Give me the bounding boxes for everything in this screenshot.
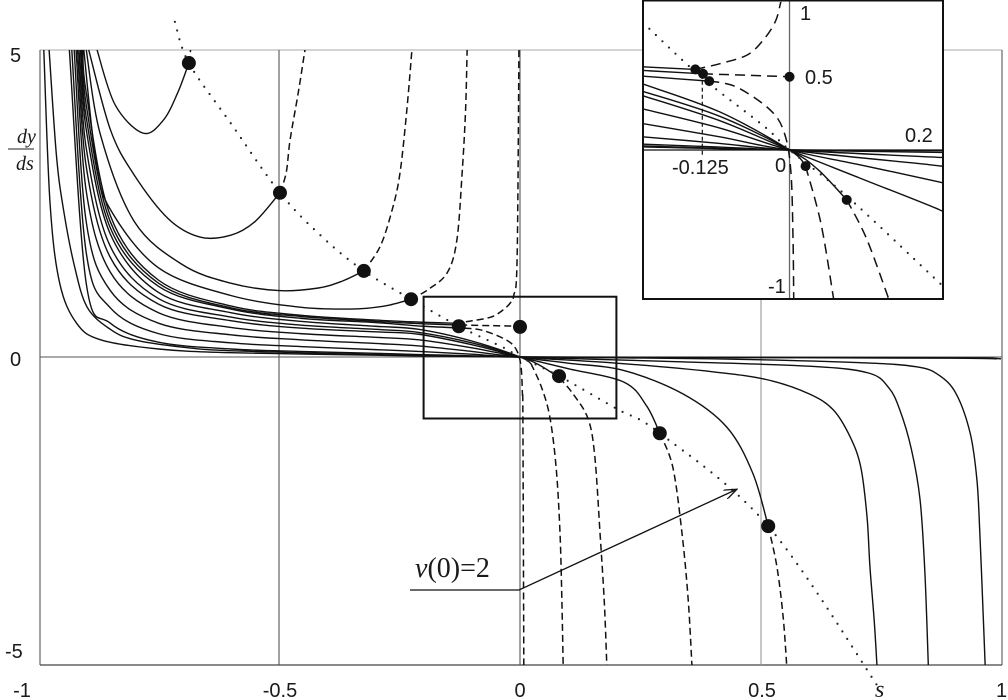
series-15-solid-curve [644, 69, 704, 75]
marker-point [356, 263, 371, 278]
inset-tick-neg1: -1 [768, 276, 786, 298]
marker-point [761, 519, 776, 534]
marker-point [652, 426, 667, 441]
series-1-solid-curve [48, 50, 998, 360]
marker-point [451, 319, 466, 334]
y-tick-5: 5 [10, 45, 21, 67]
series-9-solid-curve [644, 90, 848, 201]
series-11-solid-curve [644, 83, 807, 167]
dotted-locus-line [173, 20, 882, 691]
inset-tick-1: 1 [800, 3, 811, 25]
series-7-solid-curve [76, 50, 661, 434]
series-11-solid-curve [79, 50, 532, 365]
inset-panel: 1 0.5 0.2 -0.125 0 -1 [642, 0, 944, 300]
x-tick-1: 1 [996, 680, 1007, 700]
series-13-solid-curve [80, 50, 465, 329]
tick-labels: 5 0 -5 -1 -0.5 0 0.5 1 [5, 45, 1007, 700]
inset-marker-point [690, 64, 701, 75]
series-14-dashed-curve [709, 80, 795, 298]
x-tick-0: 0 [514, 680, 525, 700]
series-19-solid-curve [83, 50, 412, 310]
series-16-dashed-curve [460, 324, 521, 327]
series-2-solid-curve [644, 143, 942, 154]
marker-point [404, 292, 419, 307]
annotation-arrow [410, 489, 737, 591]
series-8-dashed-curve [659, 432, 693, 665]
inset-tick-neg0.125: -0.125 [672, 157, 729, 179]
y-tick-0: 0 [10, 349, 21, 371]
y-label-denominator: ds [16, 153, 34, 175]
series-13-solid-curve [644, 75, 710, 82]
series-15-solid-curve [81, 50, 461, 326]
annotation-rest: (0)=2 [427, 553, 489, 584]
inset-marker-point [704, 76, 715, 87]
series-21-solid-curve [85, 50, 365, 292]
annotation-var: v [415, 553, 428, 584]
marker-point [181, 56, 196, 71]
x-tick-neg1: -1 [13, 680, 31, 700]
series-5-solid-curve [75, 50, 769, 527]
series-12-dashed-curve [530, 363, 564, 665]
series-3-solid-curve [644, 136, 942, 159]
series-10-dashed-curve [558, 377, 608, 665]
annotation: v(0)=2 [410, 489, 737, 591]
x-axis-label: s [875, 677, 884, 700]
series-23-solid-curve [88, 50, 281, 240]
series-4-solid-curve [644, 123, 942, 167]
series-18-dashed-curve [695, 1, 782, 71]
series-17-solid-curve [82, 50, 455, 324]
x-tick-neg0.5: -0.5 [263, 680, 297, 700]
x-tick-0.5: 0.5 [748, 680, 776, 700]
zoom-box [422, 295, 618, 420]
series-24-dashed-curve [279, 50, 306, 194]
inset-marker-point [841, 194, 852, 205]
marker-point [552, 369, 567, 384]
series-20-dashed-curve [410, 50, 468, 300]
annotation-label: v(0)=2 [415, 553, 490, 584]
inset-tick-0.5: 0.5 [805, 67, 833, 89]
inset-content [644, 1, 942, 298]
marker-point [272, 185, 287, 200]
inset-marker-point [784, 71, 795, 82]
y-tick-neg5: -5 [5, 641, 23, 663]
series-6-dashed-curve [767, 525, 788, 665]
series-17-solid-curve [644, 66, 696, 71]
inset-tick-0.2: 0.2 [905, 125, 933, 147]
y-axis-label: dy ds [8, 126, 36, 175]
inset-marker-point [800, 161, 811, 172]
series-12-dashed-curve [804, 165, 835, 298]
dotted-locus [173, 20, 882, 691]
inset-marker-point [698, 68, 708, 79]
series-4-solid-curve [73, 50, 878, 665]
y-label-numerator: dy [17, 126, 36, 148]
series-10-dashed-curve [846, 199, 890, 298]
series-18-dashed-curve [454, 50, 520, 324]
series-22-dashed-curve [363, 50, 413, 272]
series-2-solid-curve [68, 50, 986, 665]
marker-point [513, 319, 527, 334]
inset-tick-origin: 0 [775, 155, 786, 177]
main-markers [181, 56, 776, 534]
series-14-dashed-curve [464, 327, 525, 665]
inset-border [642, 0, 944, 300]
series-25-solid-curve [96, 50, 190, 135]
